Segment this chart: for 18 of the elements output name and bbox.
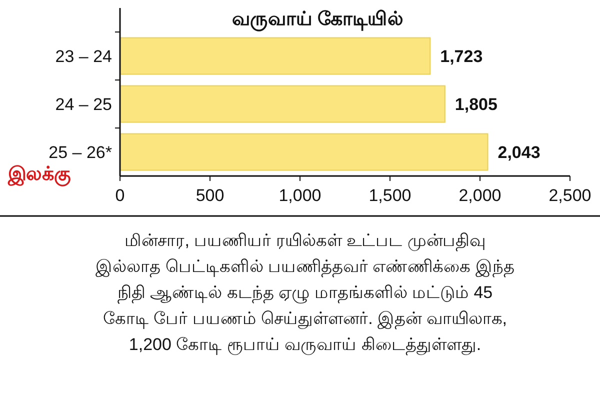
x-tick-label: 2,000 (458, 186, 502, 205)
bar (120, 133, 488, 171)
x-tick-label: 1,000 (278, 186, 322, 205)
y-tick-label: 23 – 24 (55, 47, 112, 66)
x-tick-label: 500 (196, 186, 224, 205)
x-tick-label: 1,500 (368, 186, 412, 205)
chart-title: வருவாய் கோடியில் (232, 9, 404, 32)
bar (120, 85, 446, 123)
data-label: 1,805 (454, 95, 498, 114)
bar (120, 37, 431, 75)
text: மின்சார, பயணியர் ரயில்கள் உட்பட முன்பதிவு இல்லாத பெட்டிகளில் பயணித்தவர் எண்ணிக்கை இந்த நிதி ஆண்டில் கடந்த ஏழு மாதங்களில் மட்டும் 45 கோடி பேர் பயணம் செய்துள்ளனர். இதன் வாயிலாக, 1,200 கோடி ரூபாய் வருவாய் கிடைத்துள்ளது. (95, 230, 515, 358)
x-tick-label: 2,500 (548, 186, 592, 205)
data-label: 2,043 (498, 143, 540, 162)
y-tick-label: 25 – 26* (48, 143, 112, 162)
text: இலக்கு (7, 164, 71, 187)
y-tick-label: 24 – 25 (55, 95, 112, 114)
data-label: 1,723 (440, 47, 483, 66)
x-tick-label: 0 (115, 186, 125, 205)
